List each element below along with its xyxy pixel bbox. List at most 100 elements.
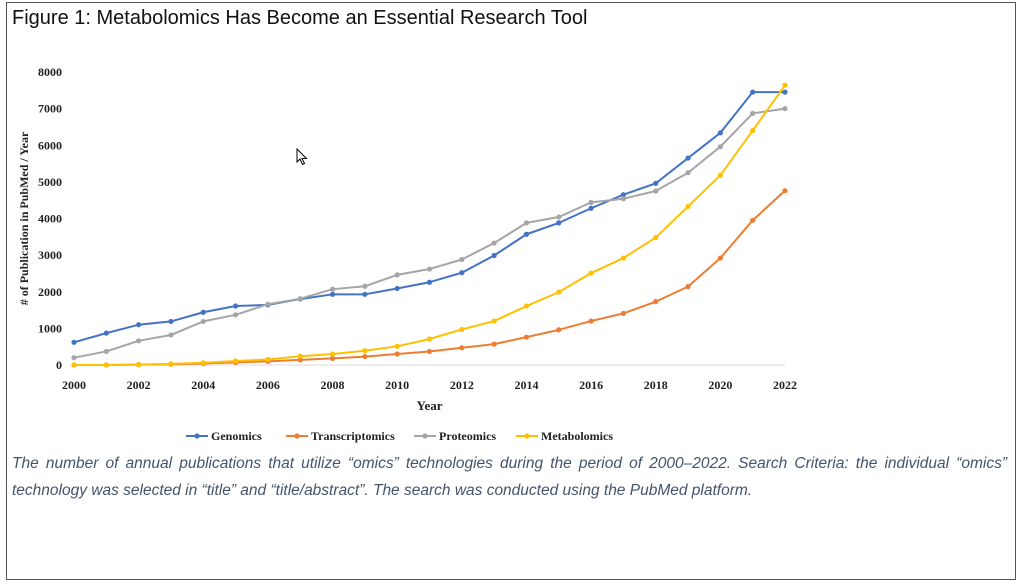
data-point-metabolomics: [362, 348, 368, 354]
x-tick-label: 2008: [321, 378, 345, 392]
x-tick-label: 2016: [579, 378, 603, 392]
y-tick-label: 8000: [38, 65, 62, 79]
data-point-transcriptomics: [459, 345, 465, 351]
data-point-genomics: [620, 192, 627, 198]
data-point-genomics: [588, 205, 594, 211]
data-point-transcriptomics: [782, 188, 788, 194]
data-point-metabolomics: [588, 270, 594, 276]
data-point-proteomics: [588, 199, 594, 205]
data-point-transcriptomics: [394, 351, 400, 357]
data-point-genomics: [200, 309, 206, 315]
data-point-proteomics: [265, 301, 271, 307]
data-point-metabolomics: [168, 361, 174, 367]
data-point-proteomics: [232, 312, 239, 318]
data-point-metabolomics: [523, 303, 530, 309]
data-point-metabolomics: [136, 362, 142, 368]
data-point-proteomics: [491, 240, 497, 246]
x-tick-label: 2020: [708, 378, 732, 392]
data-point-metabolomics: [653, 234, 659, 241]
data-point-metabolomics: [426, 336, 433, 342]
data-point-transcriptomics: [556, 327, 562, 333]
data-point-proteomics: [136, 338, 142, 344]
y-tick-label: 3000: [38, 248, 62, 262]
data-point-genomics: [653, 180, 659, 186]
data-point-proteomics: [717, 144, 723, 150]
data-point-metabolomics: [232, 358, 239, 364]
data-point-proteomics: [459, 256, 465, 263]
x-tick-label: 2018: [644, 378, 668, 392]
data-point-transcriptomics: [588, 318, 594, 324]
data-point-transcriptomics: [523, 334, 530, 340]
legend-item-metabolomics: Metabolomics: [516, 429, 613, 443]
data-point-proteomics: [297, 296, 303, 302]
figure-title: Figure 1: Metabolomics Has Become an Ess…: [12, 7, 588, 29]
series-line-metabolomics: [74, 84, 786, 366]
data-point-metabolomics: [71, 362, 77, 368]
data-point-proteomics: [556, 214, 562, 220]
data-point-genomics: [782, 89, 788, 95]
y-tick-label: 7000: [38, 102, 62, 116]
data-point-proteomics: [620, 196, 627, 202]
series-line-proteomics: [73, 107, 786, 359]
data-point-proteomics: [750, 110, 756, 116]
data-point-genomics: [426, 279, 433, 285]
legend-marker-proteomics: [422, 433, 428, 439]
data-point-metabolomics: [459, 326, 465, 333]
data-point-metabolomics: [685, 203, 691, 210]
x-tick-label: 2012: [450, 378, 474, 392]
data-point-metabolomics: [717, 172, 723, 178]
y-tick-label: 2000: [38, 285, 62, 299]
series-line-genomics: [73, 91, 785, 344]
data-point-transcriptomics: [717, 255, 723, 261]
data-point-metabolomics: [782, 82, 788, 88]
y-tick-label: 6000: [38, 138, 62, 152]
data-point-metabolomics: [265, 356, 271, 363]
data-point-metabolomics: [103, 362, 109, 368]
data-point-proteomics: [362, 283, 368, 289]
data-point-transcriptomics: [329, 355, 336, 362]
data-point-genomics: [523, 231, 530, 237]
data-point-genomics: [556, 220, 562, 226]
data-point-genomics: [685, 155, 691, 161]
data-point-metabolomics: [491, 318, 497, 324]
legend-label-metabolomics: Metabolomics: [541, 429, 613, 443]
x-tick-label: 2002: [127, 378, 151, 392]
data-point-metabolomics: [200, 360, 206, 366]
data-point-genomics: [329, 291, 336, 297]
figure-frame: [6, 2, 1016, 580]
legend-item-genomics: Genomics: [186, 429, 262, 443]
chart-axes: 0 1000 2000 3000 4000 5000 6000 7000 8000 2000 200…: [17, 65, 797, 413]
data-point-proteomics: [426, 266, 433, 272]
x-axis-title: Year: [417, 398, 443, 413]
y-tick-label: 1000: [38, 321, 62, 335]
legend-marker-genomics: [194, 433, 200, 439]
data-point-proteomics: [685, 170, 691, 176]
data-point-transcriptomics: [750, 217, 756, 223]
data-point-proteomics: [782, 106, 788, 112]
figure-caption: The number of annual publications that u…: [12, 455, 1007, 499]
data-point-transcriptomics: [297, 357, 303, 363]
x-tick-label: 2014: [514, 378, 538, 392]
data-point-transcriptomics: [685, 284, 691, 290]
data-point-transcriptomics: [653, 299, 659, 305]
data-point-proteomics: [103, 348, 109, 355]
data-point-proteomics: [329, 286, 336, 292]
legend-marker-metabolomics: [524, 433, 530, 439]
x-tick-label: 2004: [191, 378, 215, 392]
data-point-proteomics: [200, 318, 206, 325]
line-chart: 0 1000 2000 3000 4000 5000 6000 7000 8000 2000 200…: [17, 65, 797, 443]
data-point-genomics: [168, 318, 174, 325]
data-point-proteomics: [71, 355, 77, 361]
data-point-transcriptomics: [362, 353, 368, 360]
data-point-transcriptomics: [426, 348, 433, 355]
data-point-genomics: [362, 291, 368, 297]
data-point-metabolomics: [297, 353, 303, 359]
chart-series: [71, 82, 788, 368]
legend-marker-transcriptomics: [294, 433, 300, 439]
series-genomics: [71, 89, 788, 345]
data-point-metabolomics: [620, 255, 627, 261]
data-point-proteomics: [168, 332, 174, 338]
series-metabolomics: [71, 82, 788, 368]
data-point-proteomics: [523, 220, 530, 226]
x-tick-label: 2000: [62, 378, 86, 392]
